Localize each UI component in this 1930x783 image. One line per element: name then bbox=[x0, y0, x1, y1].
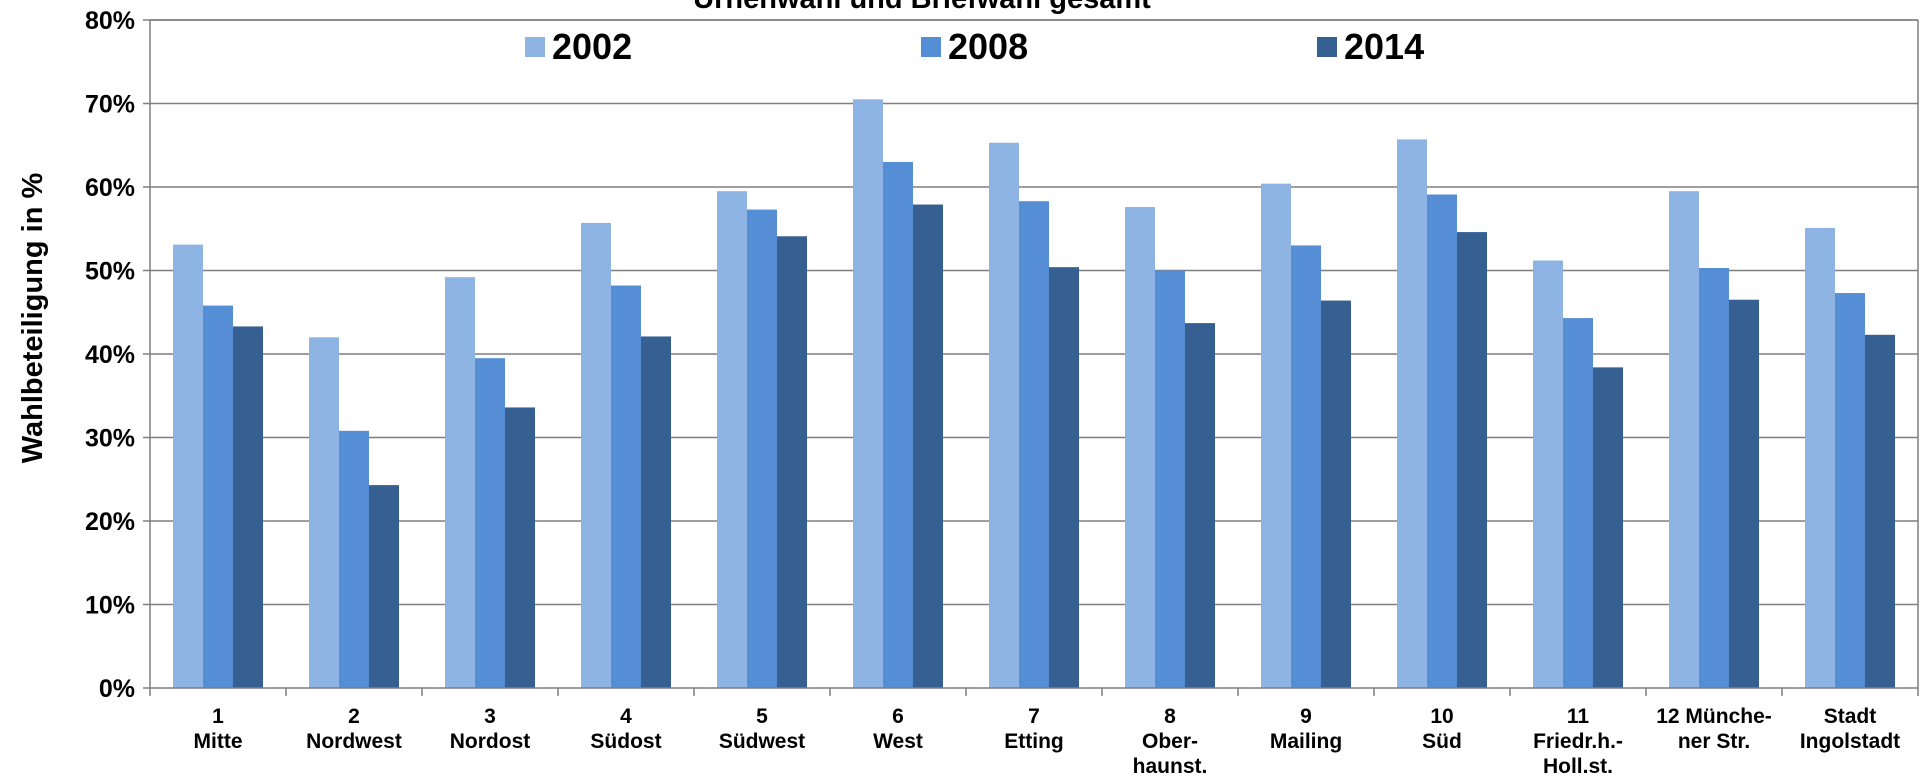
y-tick-label: 0% bbox=[99, 675, 135, 703]
bar-2014 bbox=[233, 326, 263, 688]
bar-2014 bbox=[1457, 232, 1487, 688]
bar-2014 bbox=[505, 407, 535, 688]
legend-label-2014: 2014 bbox=[1344, 26, 1424, 67]
x-category-label: Ober- bbox=[1142, 730, 1198, 753]
bar-2008 bbox=[203, 305, 233, 688]
x-category-label: West bbox=[873, 730, 923, 753]
y-tick-label: 20% bbox=[85, 508, 135, 536]
x-category-label: Mailing bbox=[1270, 730, 1342, 753]
x-category-label: Etting bbox=[1004, 730, 1063, 753]
legend-swatch-2002 bbox=[525, 37, 545, 57]
bar-2008 bbox=[747, 209, 777, 689]
x-category-label: Mitte bbox=[194, 730, 243, 753]
x-category-label: ner Str. bbox=[1678, 730, 1750, 753]
bar-2002 bbox=[1397, 139, 1427, 688]
bar-2002 bbox=[1125, 207, 1155, 689]
x-category-label: 10 bbox=[1430, 705, 1453, 728]
bars bbox=[173, 99, 1895, 689]
chart-title: Urnenwahl und Briefwahl gesamt bbox=[693, 0, 1151, 15]
bar-2008 bbox=[1699, 267, 1729, 688]
x-category-label: 11 bbox=[1567, 705, 1590, 728]
x-category-label: 9 bbox=[1300, 705, 1312, 728]
bar-2014 bbox=[641, 336, 671, 688]
x-category-label: Süd bbox=[1422, 730, 1462, 753]
x-category-label: haunst. bbox=[1133, 755, 1208, 778]
legend-swatch-2014 bbox=[1317, 37, 1337, 57]
bar-2002 bbox=[1533, 260, 1563, 688]
x-category-label: Südwest bbox=[719, 730, 805, 753]
x-category-label: Holl.st. bbox=[1543, 755, 1613, 778]
x-category-label: Südost bbox=[590, 730, 661, 753]
x-category-label: 1 bbox=[212, 705, 224, 728]
bar-2014 bbox=[1185, 323, 1215, 688]
x-category-label: 4 bbox=[620, 705, 632, 728]
y-tick-label: 40% bbox=[85, 341, 135, 369]
bar-2002 bbox=[717, 191, 747, 689]
bar-2014 bbox=[1729, 299, 1759, 688]
x-category-label: 8 bbox=[1164, 705, 1176, 728]
bar-2002 bbox=[1805, 227, 1835, 689]
legend-label-2008: 2008 bbox=[948, 26, 1028, 67]
bar-2008 bbox=[475, 358, 505, 688]
x-category-label: 12 Münche- bbox=[1656, 705, 1772, 728]
bar-2008 bbox=[1835, 293, 1865, 688]
bar-2014 bbox=[369, 485, 399, 688]
bar-2002 bbox=[989, 142, 1019, 688]
x-category-label: Nordost bbox=[450, 730, 531, 753]
bar-2002 bbox=[1669, 191, 1699, 689]
x-category-label: Friedr.h.- bbox=[1533, 730, 1623, 753]
bar-2014 bbox=[1049, 267, 1079, 688]
bar-2002 bbox=[309, 337, 339, 688]
y-tick-label: 30% bbox=[85, 425, 135, 453]
bar-2008 bbox=[1155, 270, 1185, 688]
legend: 2002 2008 2014 bbox=[525, 26, 1424, 67]
bar-2008 bbox=[1427, 194, 1457, 688]
bar-2008 bbox=[1291, 245, 1321, 688]
x-category-label: 5 bbox=[756, 705, 768, 728]
bar-2002 bbox=[581, 222, 611, 688]
x-category-label: Stadt bbox=[1824, 705, 1877, 728]
legend-label-2002: 2002 bbox=[552, 26, 632, 67]
x-category-label: 3 bbox=[484, 705, 496, 728]
bar-2008 bbox=[1019, 201, 1049, 688]
y-axis-label: Wahlbeteiligung in % bbox=[17, 173, 49, 464]
y-tick-label: 50% bbox=[85, 258, 135, 286]
bar-2014 bbox=[777, 236, 807, 688]
bar-2002 bbox=[173, 244, 203, 689]
x-category-label: 6 bbox=[892, 705, 904, 728]
bar-2008 bbox=[611, 285, 641, 688]
axes bbox=[149, 19, 1919, 696]
bar-2014 bbox=[1865, 334, 1895, 688]
bar-2002 bbox=[445, 277, 475, 688]
bar-2002 bbox=[1261, 183, 1291, 688]
y-tick-label: 70% bbox=[85, 91, 135, 119]
bar-2002 bbox=[853, 99, 883, 688]
bar-2008 bbox=[1563, 318, 1593, 688]
bar-2014 bbox=[913, 204, 943, 688]
bar-2008 bbox=[339, 430, 369, 688]
bar-2014 bbox=[1593, 367, 1623, 688]
legend-swatch-2008 bbox=[921, 37, 941, 57]
bar-2008 bbox=[883, 161, 913, 688]
bar-2014 bbox=[1321, 300, 1351, 688]
x-category-label: 2 bbox=[348, 705, 360, 728]
x-category-label: Ingolstadt bbox=[1800, 730, 1900, 753]
y-tick-label: 60% bbox=[85, 174, 135, 202]
x-category-label: 7 bbox=[1028, 705, 1040, 728]
y-tick-label: 10% bbox=[85, 592, 135, 620]
y-tick-labels: 0% 10% 20% 30% 40% 50% 60% 70% 80% bbox=[85, 7, 135, 703]
x-category-label: Nordwest bbox=[306, 730, 402, 753]
y-tick-label: 80% bbox=[85, 7, 135, 35]
